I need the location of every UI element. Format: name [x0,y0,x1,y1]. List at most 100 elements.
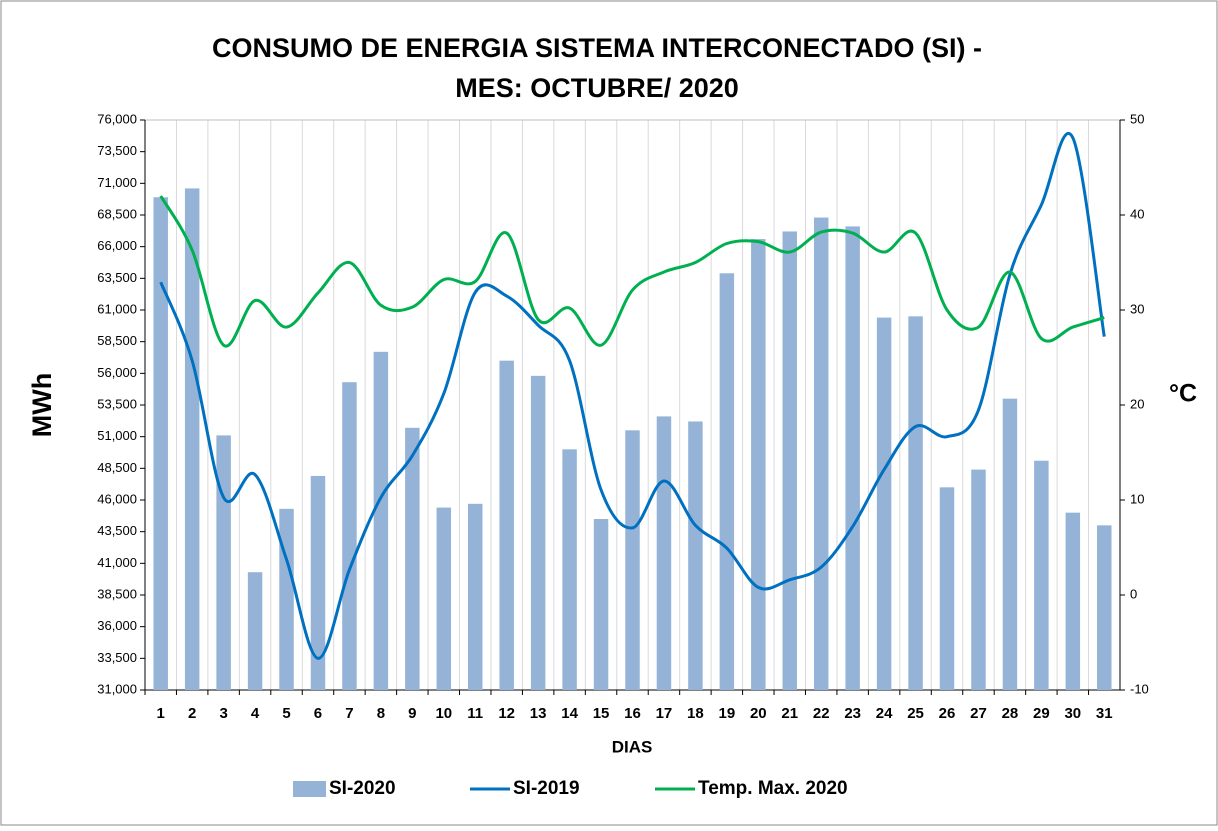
x-tick-label: 3 [219,705,227,722]
bar [625,430,640,690]
bar [719,273,735,690]
bar [310,475,326,690]
line [159,132,1106,660]
x-tick-label: 26 [939,705,956,722]
y-tick-label: 43,500 [97,523,137,538]
y-tick-label: 51,000 [97,428,137,443]
x-tick-label: 21 [781,705,798,722]
x-axis-title: DIAS [612,737,653,756]
x-tick-label: 23 [844,705,861,722]
x-tick-label: 29 [1033,705,1050,722]
y2-tick-label: 40 [1130,206,1144,221]
bar [656,416,672,690]
x-tick-label: 31 [1096,705,1113,722]
x-tick-label: 4 [251,705,260,722]
bar [593,519,609,690]
y-tick-label: 53,500 [97,396,137,411]
bar [436,507,452,690]
y-tick-label: 33,500 [97,650,137,665]
bar [279,508,294,690]
x-tick-label: 19 [719,705,736,722]
x-tick-label: 20 [750,705,767,722]
bar [908,316,923,690]
x-tick-label: 13 [530,705,547,722]
bar [876,317,892,690]
y-tick-label: 73,500 [97,143,137,158]
bar [751,239,766,691]
y2-tick-label: 10 [1130,491,1144,506]
x-tick-label: 8 [377,705,385,722]
y2-tick-label: 30 [1130,301,1144,316]
x-tick-label: 14 [561,705,578,722]
x-tick-label: 18 [687,705,704,722]
bar [247,572,263,690]
bar [1034,460,1049,690]
y-tick-label: 61,000 [97,301,137,316]
y-axis-title: MWh [27,373,57,437]
legend-swatch [293,781,326,797]
x-tick-label: 28 [1002,705,1019,722]
x-tick-label: 27 [970,705,987,722]
bar [562,449,577,690]
y-tick-label: 41,000 [97,555,137,570]
y-tick-label: 71,000 [97,175,137,190]
y-tick-label: 38,500 [97,586,137,601]
bar [184,188,200,690]
x-tick-label: 25 [907,705,924,722]
bar [153,197,168,690]
x-tick-label: 22 [813,705,830,722]
bar [405,427,420,690]
legend-label: SI-2019 [513,778,580,799]
x-tick-label: 15 [593,705,610,722]
bar [530,375,546,690]
y2-tick-label: 20 [1130,396,1144,411]
bar [939,487,955,690]
x-tick-label: 17 [656,705,673,722]
y2-tick-label: -10 [1130,681,1149,696]
y2-axis-title: °C [1169,380,1197,408]
x-tick-label: 6 [314,705,322,722]
y-tick-label: 76,000 [97,111,137,126]
x-tick-label: 5 [282,705,290,722]
bar [499,360,514,690]
legend-label: Temp. Max. 2020 [698,778,848,799]
x-tick-label: 9 [408,705,416,722]
bar [373,351,389,690]
y-tick-label: 56,000 [97,365,137,380]
bar [782,231,797,690]
bar [468,503,483,690]
bar [1002,398,1018,690]
y-tick-label: 36,000 [97,618,137,633]
x-tick-label: 12 [498,705,515,722]
x-tick-label: 2 [188,705,196,722]
chart-title: MES: OCTUBRE/ 2020 [455,73,739,103]
y2-tick-label: 50 [1130,111,1144,126]
bar [1065,512,1081,690]
bar [216,435,231,690]
y-tick-label: 58,500 [97,333,137,348]
x-tick-label: 30 [1064,705,1081,722]
bar [971,469,986,690]
y2-tick-label: 0 [1130,586,1137,601]
bar [688,421,703,690]
y-tick-label: 46,000 [97,491,137,506]
x-tick-label: 24 [876,705,893,722]
y-tick-label: 31,000 [97,681,137,696]
bar [342,382,357,690]
y-tick-label: 48,500 [97,460,137,475]
line [159,195,1105,348]
x-tick-label: 1 [157,705,165,722]
bar [845,226,860,690]
x-tick-label: 16 [624,705,641,722]
bar [1097,525,1112,690]
chart-title: CONSUMO DE ENERGIA SISTEMA INTERCONECTAD… [212,33,982,63]
x-tick-label: 11 [467,705,483,722]
x-tick-label: 10 [435,705,452,722]
legend-label: SI-2020 [329,778,396,799]
y-tick-label: 66,000 [97,238,137,253]
x-tick-label: 7 [345,705,353,722]
bar [813,217,829,691]
y-tick-label: 63,500 [97,270,137,285]
